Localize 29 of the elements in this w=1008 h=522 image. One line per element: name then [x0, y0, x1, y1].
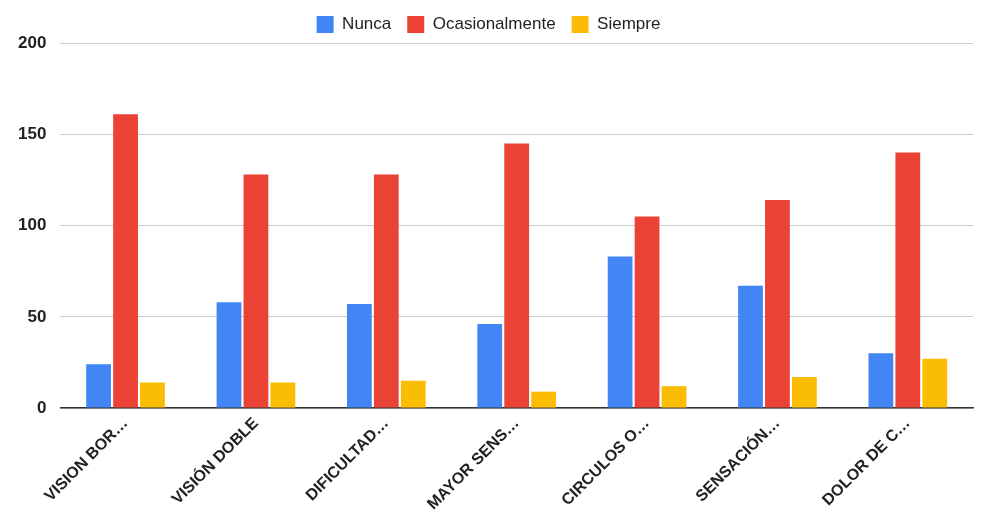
bar — [140, 382, 165, 408]
bar — [504, 143, 530, 408]
y-tick-label: 0 — [36, 397, 47, 417]
legend-label: Nunca — [342, 14, 392, 34]
bar — [868, 353, 894, 408]
y-tick-label: 150 — [17, 123, 47, 143]
bar — [765, 199, 790, 408]
bar — [243, 174, 269, 408]
y-tick-label: 50 — [27, 306, 47, 326]
bar — [531, 391, 557, 408]
y-tick-label: 100 — [17, 215, 47, 235]
bar — [86, 364, 111, 408]
bar — [477, 324, 503, 408]
bar — [738, 285, 763, 408]
bar — [791, 377, 817, 408]
bar — [922, 358, 948, 408]
bar — [113, 114, 138, 408]
bar — [634, 216, 660, 408]
legend-label: Ocasionalmente — [432, 14, 556, 34]
y-tick-label: 200 — [17, 32, 47, 52]
bar — [895, 152, 921, 408]
bar — [607, 256, 633, 408]
bar — [270, 382, 296, 408]
bar — [346, 304, 372, 408]
legend-label: Siempre — [597, 14, 661, 34]
bar — [216, 302, 242, 408]
bar — [400, 380, 426, 408]
bar — [373, 174, 399, 408]
bar — [661, 386, 687, 408]
